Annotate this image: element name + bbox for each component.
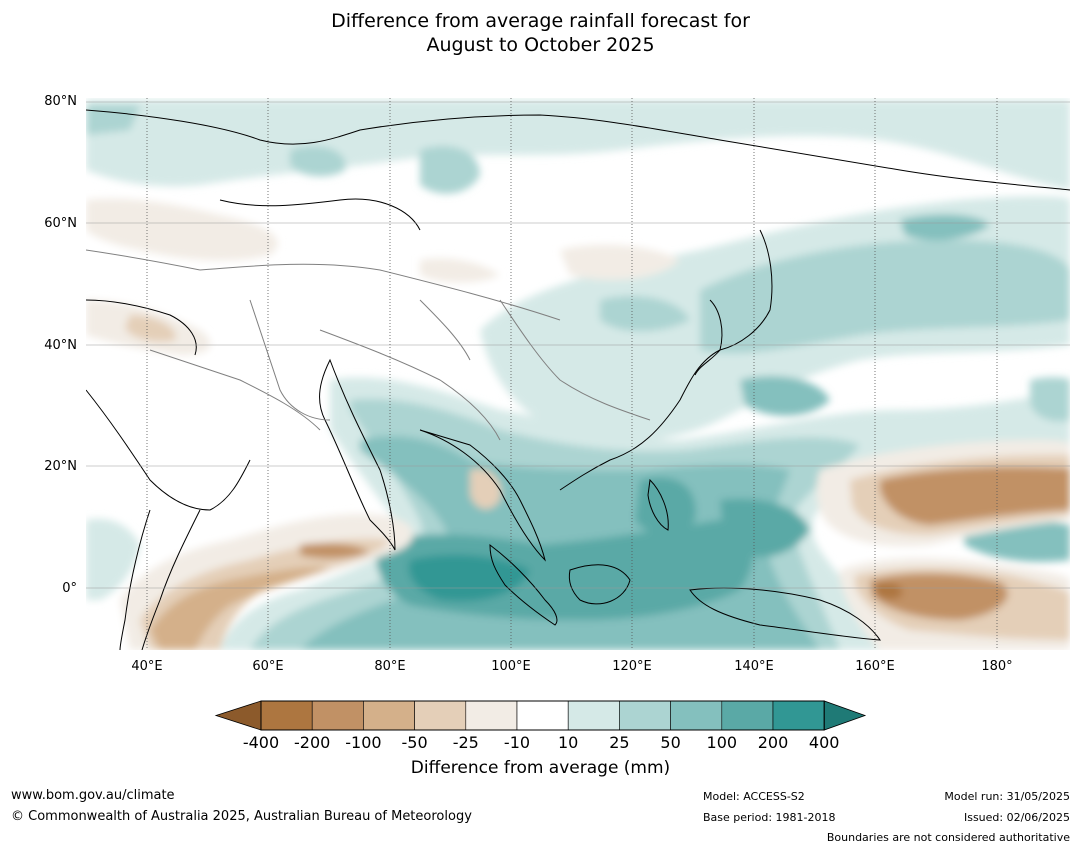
footer-issued: Issued: 02/06/2025 <box>963 811 1070 824</box>
colorbar-tick-label: -200 <box>294 733 331 752</box>
colorbar-arrow-low <box>214 700 262 731</box>
lon-label-100e: 100°E <box>491 659 531 674</box>
lat-label-0: 0° <box>62 581 77 596</box>
rainfall-difference-map <box>86 98 1070 650</box>
colorbar-tick-label: -400 <box>242 733 280 752</box>
lat-label-60n: 60°N <box>44 216 77 231</box>
coastlines <box>86 109 1070 650</box>
footer-website: www.bom.gov.au/climate <box>11 788 175 803</box>
footer-disclaimer: Boundaries are not considered authoritat… <box>826 831 1070 844</box>
colorbar-tick-label: 400 <box>808 733 840 752</box>
colorbar-outline <box>260 700 825 731</box>
colorbar-tick-label: 200 <box>757 733 789 752</box>
lon-label-160e: 160°E <box>855 659 895 674</box>
colorbar-tick-label: -10 <box>503 733 531 752</box>
footer-base-period: Base period: 1981-2018 <box>703 811 836 824</box>
colorbar-cell <box>465 700 518 731</box>
colorbar-tick-label: 100 <box>706 733 738 752</box>
longitude-gridlines <box>146 98 998 650</box>
colorbar-cell <box>619 700 671 731</box>
lon-label-120e: 120°E <box>612 659 652 674</box>
lon-label-40e: 40°E <box>131 659 163 674</box>
lon-label-180: 180° <box>981 659 1013 674</box>
colorbar-cell <box>721 700 774 731</box>
lat-label-80n: 80°N <box>44 94 77 109</box>
colorbar-cell <box>567 700 620 731</box>
map-title-line1: Difference from average rainfall forecas… <box>331 10 750 32</box>
lat-label-20n: 20°N <box>44 459 77 474</box>
footer-copyright: © Commonwealth of Australia 2025, Austra… <box>11 809 472 824</box>
lat-label-40n: 40°N <box>44 338 77 353</box>
lon-label-140e: 140°E <box>734 659 774 674</box>
colorbar-arrow-high <box>823 700 867 731</box>
colorbar-tick-label: 10 <box>558 733 579 752</box>
colorbar-tick-label: -100 <box>345 733 382 752</box>
colorbar-cell <box>311 700 364 731</box>
colorbar-tick-label: 50 <box>660 733 681 752</box>
lon-label-60e: 60°E <box>252 659 284 674</box>
footer-model: Model: ACCESS-S2 <box>703 790 805 803</box>
colorbar-cell <box>363 700 415 731</box>
colorbar-cell <box>260 700 313 731</box>
country-borders <box>86 249 651 441</box>
colorbar-cell <box>414 700 467 731</box>
colorbar-cell <box>772 700 825 731</box>
footer-model-run: Model run: 31/05/2025 <box>944 790 1070 803</box>
colorbar-cell <box>670 700 723 731</box>
map-title-line2: August to October 2025 <box>426 34 655 56</box>
colorbar-tick-label: -25 <box>452 733 479 752</box>
colorbar-cell <box>516 700 569 731</box>
rainfall-anomaly-field <box>86 100 1070 650</box>
latitude-gridlines <box>86 101 1070 589</box>
lon-label-80e: 80°E <box>374 659 406 674</box>
colorbar-tick-label: 25 <box>609 733 630 752</box>
colorbar-label: Difference from average (mm) <box>410 758 671 778</box>
colorbar-tick-label: -50 <box>401 733 428 752</box>
